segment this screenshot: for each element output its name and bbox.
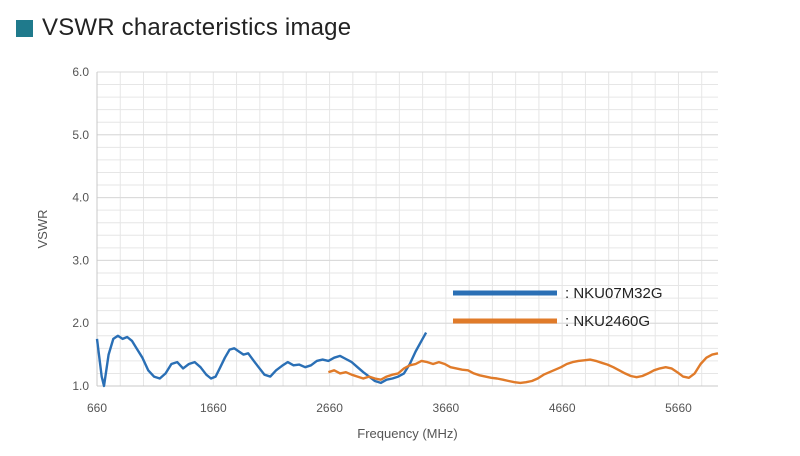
title-row: VSWR characteristics image <box>16 14 351 42</box>
legend: : NKU07M32G : NKU2460G <box>453 285 663 330</box>
x-tick-label: 660 <box>87 401 107 415</box>
axes <box>96 72 718 387</box>
page-title: VSWR characteristics image <box>42 14 352 41</box>
x-tick-label: 4660 <box>549 401 576 415</box>
y-tick-label: 6.0 <box>72 65 89 79</box>
x-tick-label: 3660 <box>433 401 460 415</box>
y-tick-label: 2.0 <box>72 316 89 330</box>
series-lines <box>95 332 719 388</box>
y-tick-label: 1.0 <box>72 379 89 393</box>
legend-label-nku2460g: : NKU2460G <box>565 313 650 330</box>
y-tick-label: 4.0 <box>72 191 89 205</box>
x-axis-label: Frequency (MHz) <box>357 426 457 441</box>
series-line-nku2460g <box>328 352 719 385</box>
y-tick-label: 5.0 <box>72 128 89 142</box>
legend-label-nku07m32g: : NKU07M32G <box>565 285 663 302</box>
y-tick-label: 3.0 <box>72 253 89 267</box>
y-tick-labels: 1.0 2.0 3.0 4.0 5.0 6.0 <box>72 65 89 393</box>
grid <box>96 71 718 387</box>
x-tick-labels: 660 1660 2660 3660 4660 5660 <box>87 401 692 415</box>
x-tick-label: 5660 <box>665 401 692 415</box>
x-tick-label: 2660 <box>316 401 343 415</box>
title-square-icon <box>16 19 33 37</box>
y-axis-label: VSWR <box>35 210 50 249</box>
x-tick-label: 1660 <box>200 401 227 415</box>
